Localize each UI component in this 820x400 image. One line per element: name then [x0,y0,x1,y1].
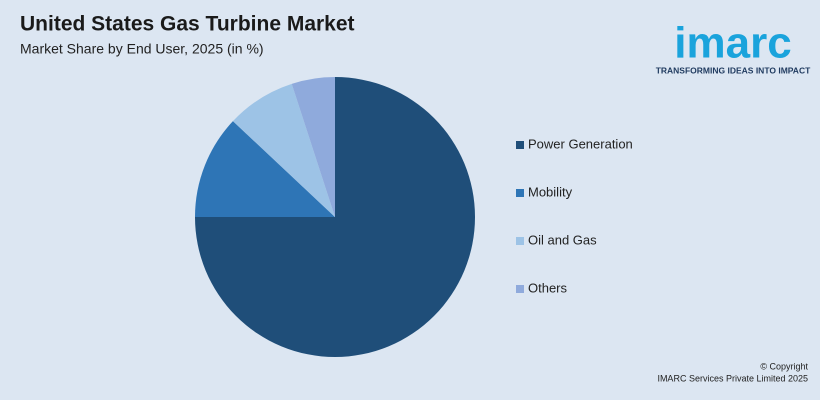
legend-label: Mobility [528,184,573,199]
legend-swatch [516,285,524,293]
legend-swatch [516,189,524,197]
company: IMARC Services Private Limited 2025 [657,373,808,383]
legend-label: Others [528,280,568,295]
logo: imarc TRANSFORMING IDEAS INTO IMPACT [656,19,811,76]
legend-swatch [516,237,524,245]
logo-tagline: TRANSFORMING IDEAS INTO IMPACT [656,65,811,75]
pie-slice [232,83,335,218]
legend-swatch [516,141,524,149]
legend-label: Power Generation [528,136,633,151]
copyright: © Copyright [760,361,808,371]
logo-name: imarc [674,19,791,68]
legend-label: Oil and Gas [528,232,597,247]
chart-title: United States Gas Turbine Market [20,13,355,36]
chart-subtitle: Market Share by End User, 2025 (in %) [20,41,264,57]
pie-slice [291,77,335,217]
pie-slice [195,121,335,217]
